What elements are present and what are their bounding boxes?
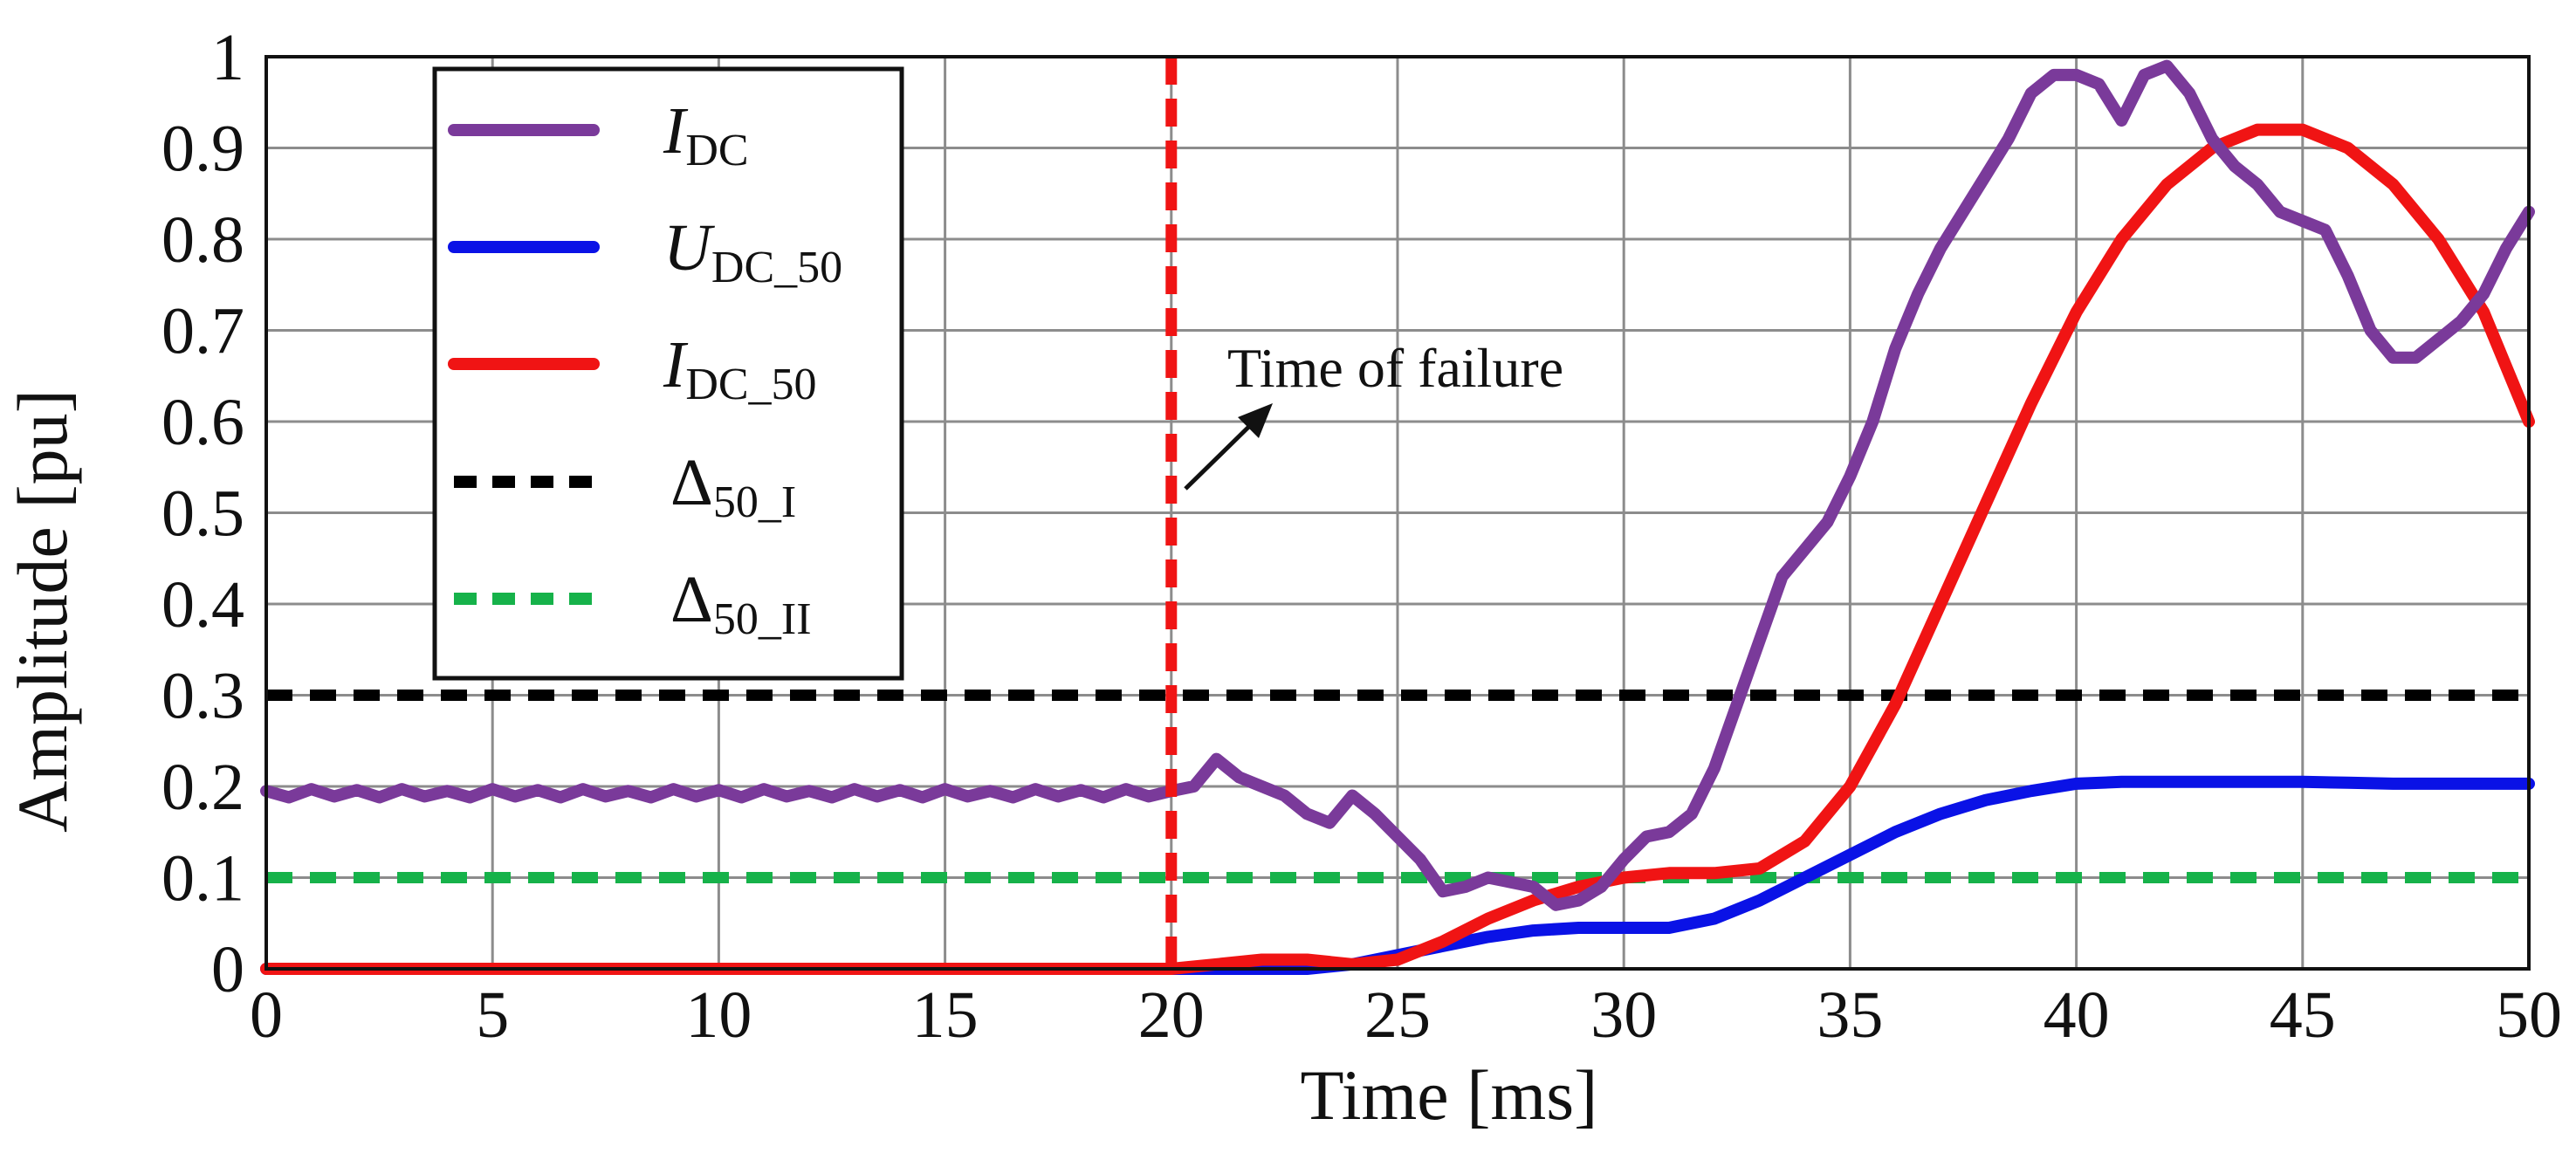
plot-frame xyxy=(264,55,2531,971)
x-tick-label-10: 50 xyxy=(2496,978,2562,1052)
x-tick-label-1: 5 xyxy=(476,978,509,1052)
y-tick-label-1: 0.1 xyxy=(161,842,244,916)
x-tick-label-3: 15 xyxy=(912,978,979,1052)
legend-label-4: Δ50_II xyxy=(670,563,812,644)
x-tick-label-0: 0 xyxy=(250,978,283,1052)
legend: IDC UDC_50 IDC_50 Δ50_I Δ50_II xyxy=(432,66,904,681)
annotation-text: Time of failure xyxy=(1227,337,1563,399)
legend-label-3: Δ50_I xyxy=(670,446,796,527)
y-tick-label-2: 0.2 xyxy=(161,751,244,824)
x-axis-ticks: 0 5 10 15 20 25 30 35 40 45 50 xyxy=(250,978,2562,1052)
x-tick-label-4: 20 xyxy=(1138,978,1205,1052)
series-line-2 xyxy=(260,123,2535,975)
annotation-group: Time of failure xyxy=(1184,337,1563,491)
y-axis-label: Amplitude [pu] xyxy=(3,389,82,833)
series-line-0 xyxy=(260,59,2535,911)
x-tick-label-8: 40 xyxy=(2044,978,2110,1052)
y-tick-label-3: 0.3 xyxy=(161,660,244,733)
x-tick-label-7: 35 xyxy=(1817,978,1883,1052)
y-tick-label-8: 0.8 xyxy=(161,203,244,277)
x-tick-label-2: 10 xyxy=(685,978,752,1052)
y-tick-label-5: 0.5 xyxy=(161,477,244,551)
legend-label-1: UDC_50 xyxy=(663,211,842,292)
y-tick-label-10: 1 xyxy=(211,21,244,94)
x-axis-label: Time [ms] xyxy=(1301,1055,1598,1135)
annotation-arrowhead xyxy=(1238,403,1273,438)
x-tick-label-5: 25 xyxy=(1364,978,1431,1052)
series-layer xyxy=(260,59,2535,975)
legend-box xyxy=(432,66,904,681)
y-tick-label-4: 0.4 xyxy=(161,568,244,642)
legend-label-2: IDC_50 xyxy=(663,328,817,409)
y-tick-label-9: 0.9 xyxy=(161,113,244,186)
y-axis-ticks: 0 0.1 0.2 0.3 0.4 0.5 0.6 0.7 0.8 0.9 1 xyxy=(161,21,244,1006)
y-tick-label-0: 0 xyxy=(211,933,244,1006)
legend-label-0: IDC xyxy=(663,94,749,175)
y-tick-label-7: 0.7 xyxy=(161,295,244,368)
x-tick-label-9: 45 xyxy=(2270,978,2336,1052)
x-tick-label-6: 30 xyxy=(1590,978,1657,1052)
y-tick-label-6: 0.6 xyxy=(161,386,244,459)
